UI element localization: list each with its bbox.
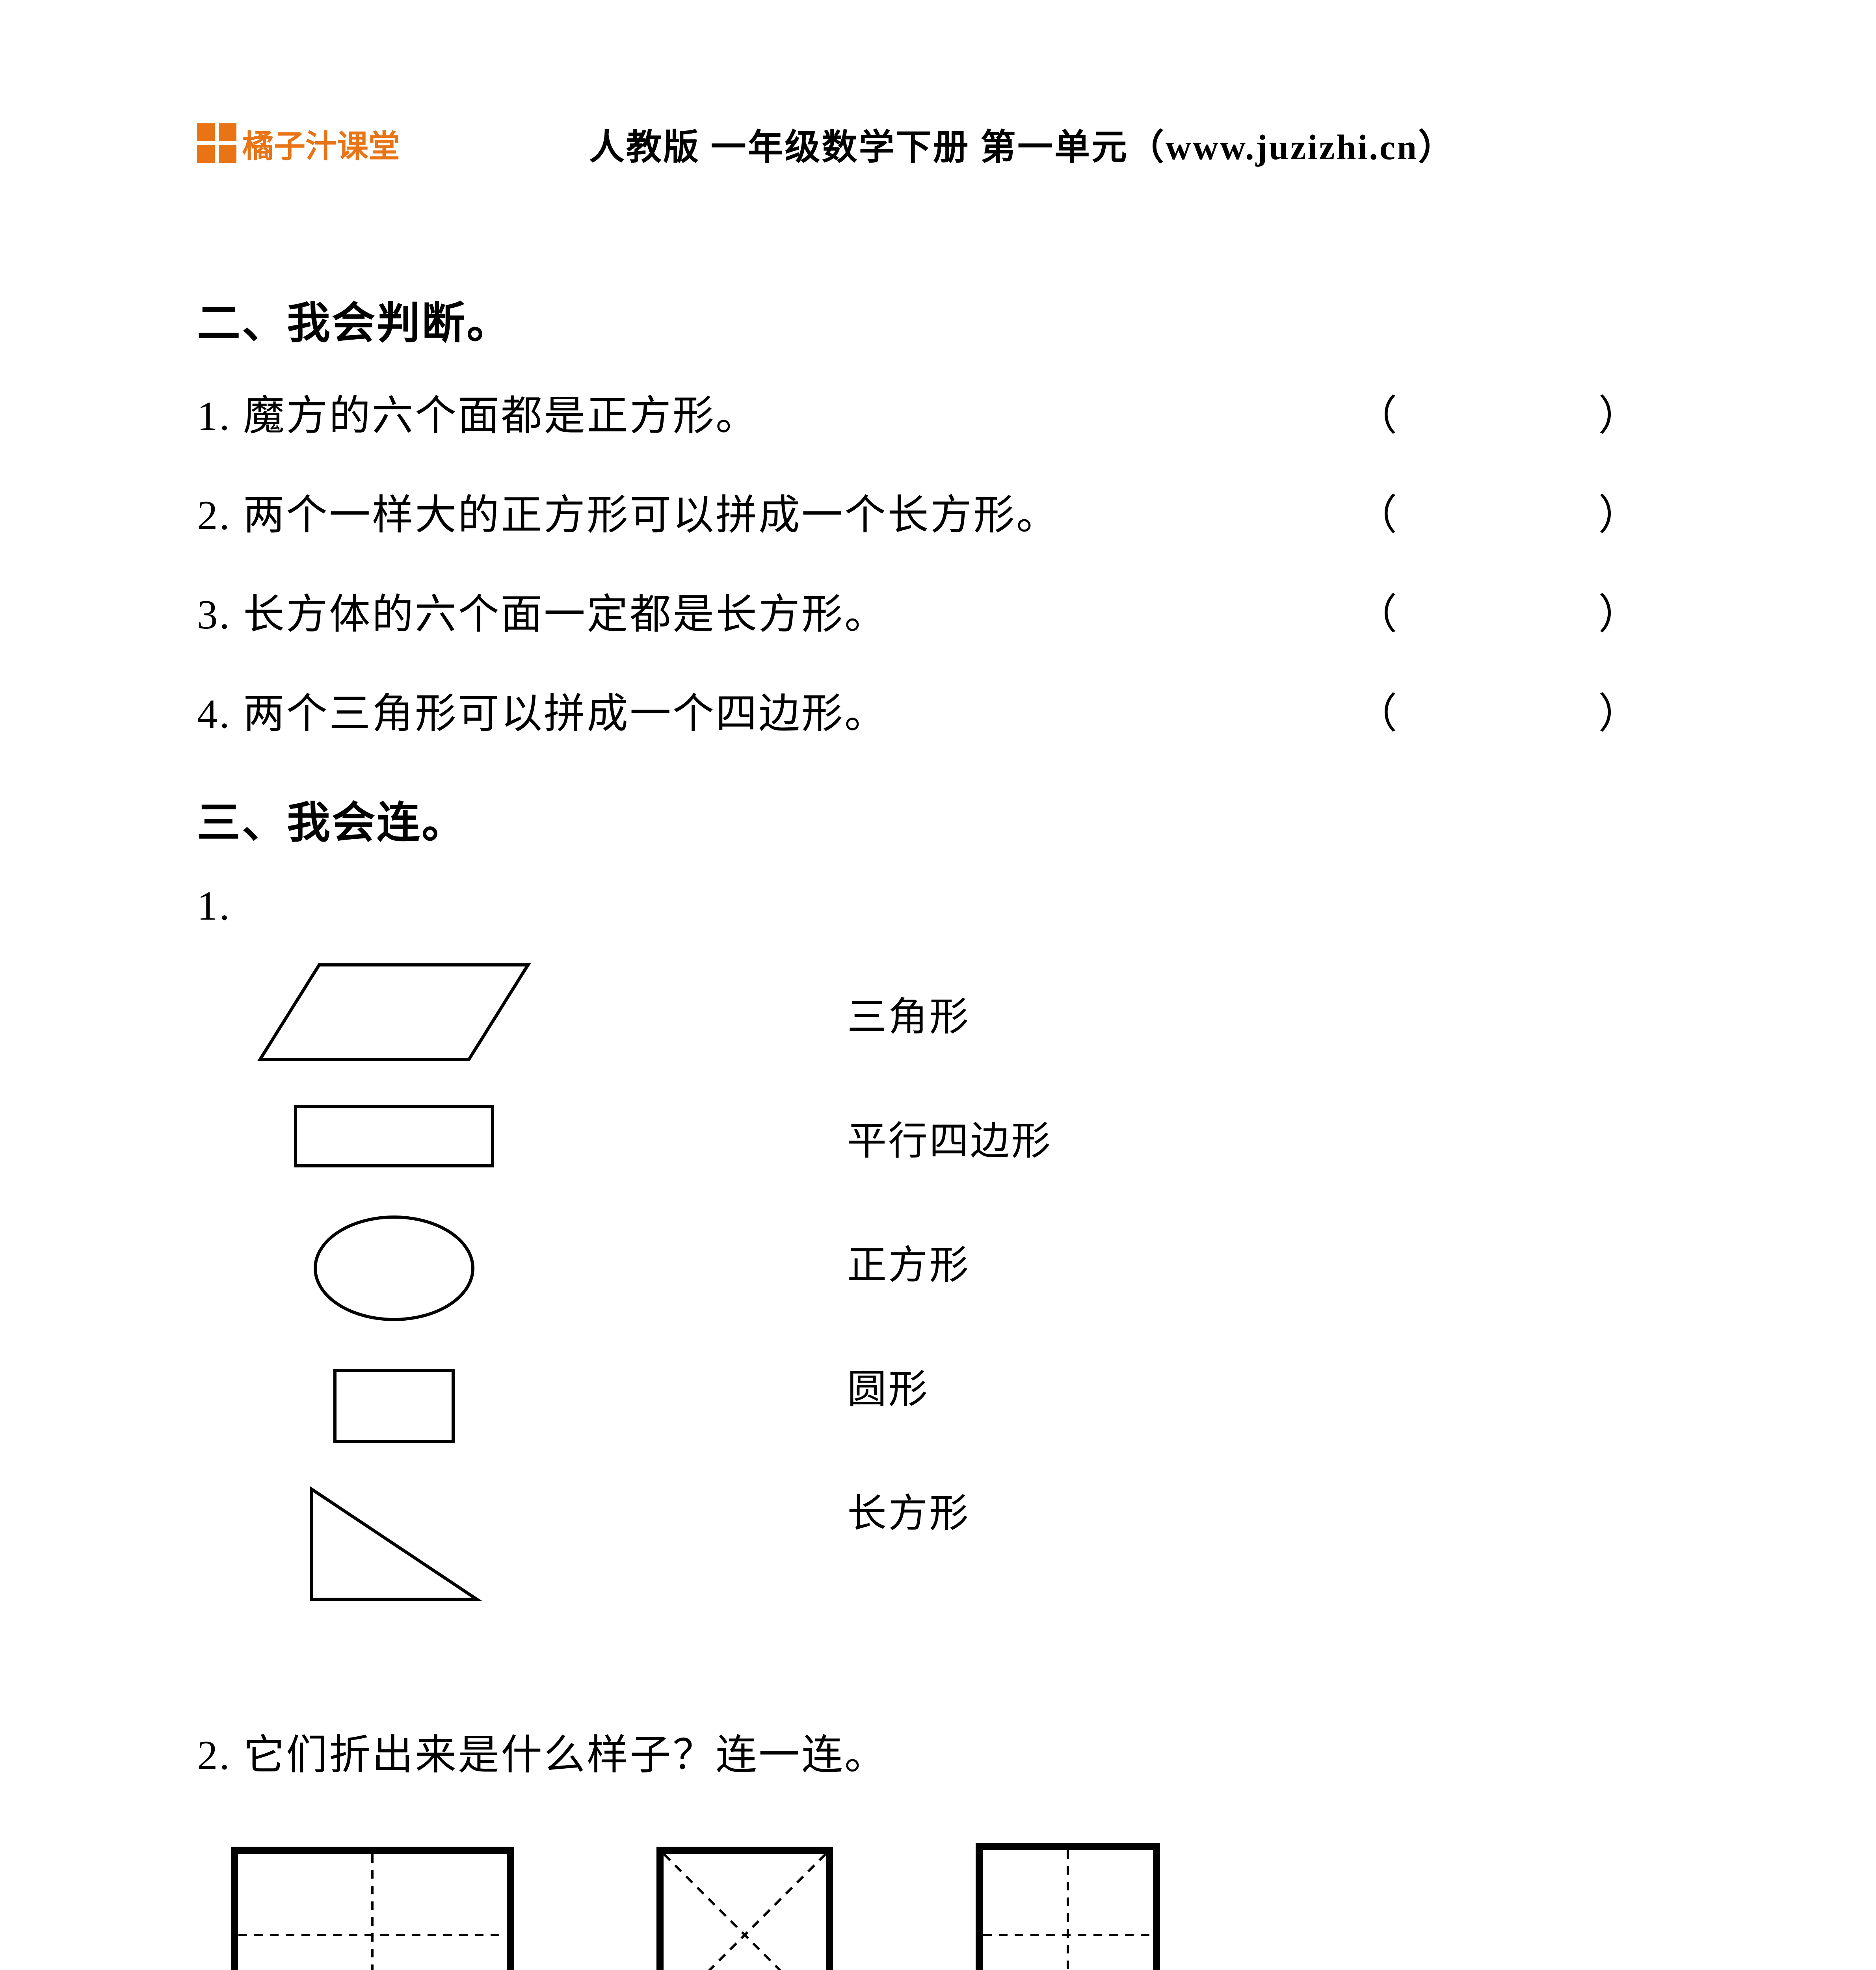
q2-text: 2. 它们折出来是什么样子？连一连。 [197,1721,1679,1781]
fold-square-cross [973,1840,1162,1970]
fold-row-1 [229,1840,1679,1970]
shape-label: 圆形 [847,1357,1052,1414]
logo-text: 橘子汁课堂 [242,121,400,167]
question-3: 3. 长方体的六个面一定都是长方形。 （ ） [197,581,1679,641]
question-2: 2. 两个一样大的正方形可以拼成一个长方形。 （ ） [197,481,1679,541]
question-text: 4. 两个三角形可以拼成一个四边形。 [197,680,887,740]
shapes-column [256,961,532,1603]
shape-label: 三角形 [847,985,1052,1042]
rectangle-long-shape [292,1103,496,1170]
section3-title: 三、我会连。 [197,787,1679,850]
header-title: 人教版 一年级数学下册 第一单元（www.juzizhi.cn） [589,118,1455,169]
logo: 橘子汁课堂 [197,121,400,167]
matching-section: 三角形 平行四边形 正方形 圆形 长方形 [256,961,1679,1603]
page-container: 橘子汁课堂 人教版 一年级数学下册 第一单元（www.juzizhi.cn） 二… [0,0,1876,1970]
question-text: 2. 两个一样大的正方形可以拼成一个长方形。 [197,481,1059,541]
triangle-shape [303,1485,485,1603]
answer-paren[interactable]: （ ） [1356,680,1679,740]
answer-paren[interactable]: （ ） [1356,581,1679,641]
shape-label: 长方形 [847,1481,1052,1538]
question-text: 3. 长方体的六个面一定都是长方形。 [197,581,887,641]
question-text: 1. 魔方的六个面都是正方形。 [197,382,759,442]
page-header: 橘子汁课堂 人教版 一年级数学下册 第一单元（www.juzizhi.cn） [197,118,1679,169]
fold-rectangle-cross [229,1844,516,1970]
rectangle-small-shape [331,1367,457,1446]
answer-paren[interactable]: （ ） [1356,481,1679,541]
shape-label: 正方形 [847,1233,1052,1290]
fold-square-x [654,1844,835,1970]
section2-title: 二、我会判断。 [197,288,1679,351]
q1-number: 1. [197,882,1679,929]
shape-label: 平行四边形 [847,1109,1052,1166]
ellipse-shape [307,1209,481,1327]
question-4: 4. 两个三角形可以拼成一个四边形。 （ ） [197,680,1679,740]
logo-icon [197,123,236,165]
labels-column: 三角形 平行四边形 正方形 圆形 长方形 [847,961,1052,1603]
answer-paren[interactable]: （ ） [1356,382,1679,442]
question-1: 1. 魔方的六个面都是正方形。 （ ） [197,382,1679,442]
parallelogram-shape [256,961,532,1063]
